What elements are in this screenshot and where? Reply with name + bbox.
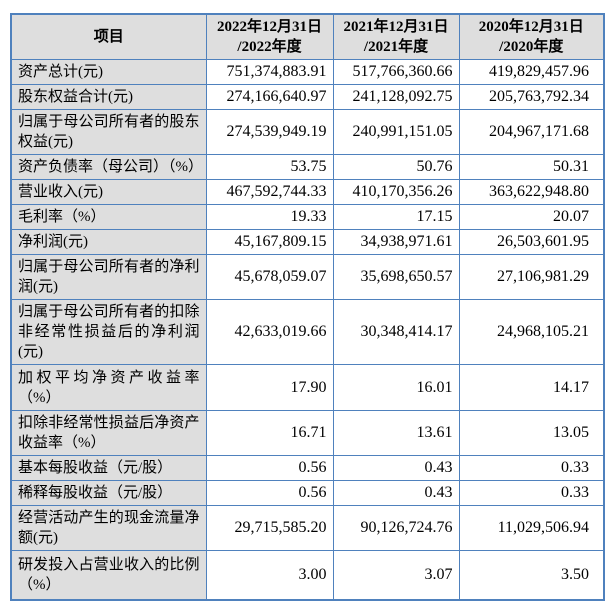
header-col-2021-line1: 2021年12月31日	[343, 19, 449, 35]
row-value: 30,348,414.17	[332, 299, 460, 365]
row-value: 42,633,019.66	[205, 299, 334, 365]
row-value: 20.07	[458, 204, 605, 230]
row-label: 研发投入占营业收入的比例（%）	[10, 550, 207, 600]
row-label: 资产负债率（母公司）（%）	[10, 154, 207, 180]
header-col-2020-line2: /2020年度	[499, 39, 564, 55]
table-row: 资产负债率（母公司）（%） 53.75 50.76 50.31	[10, 154, 605, 180]
table-header: 项目 2022年12月31日 /2022年度 2021年12月31日 /2021…	[10, 13, 605, 60]
header-col-2020: 2020年12月31日 /2020年度	[458, 13, 605, 60]
row-value: 0.33	[458, 455, 605, 481]
row-value: 3.00	[205, 550, 334, 600]
row-label: 归属于母公司所有者的净利润(元)	[10, 254, 207, 300]
table-row: 净利润(元) 45,167,809.15 34,938,971.61 26,503,6…	[10, 229, 605, 255]
table-row: 稀释每股收益（元/股） 0.56 0.43 0.33	[10, 480, 605, 506]
header-row: 项目 2022年12月31日 /2022年度 2021年12月31日 /2021…	[10, 13, 605, 60]
row-value: 241,128,092.75	[332, 84, 460, 110]
row-value: 13.61	[332, 410, 460, 456]
row-label: 加权平均净资产收益率（%）	[10, 364, 207, 411]
table-row: 经营活动产生的现金流量净额(元) 29,715,585.20 90,126,724.…	[10, 505, 605, 551]
row-value: 50.76	[332, 154, 460, 180]
table-row: 营业收入(元) 467,592,744.33 410,170,356.26 363,6…	[10, 179, 605, 205]
header-col-2020-line1: 2020年12月31日	[478, 19, 584, 35]
row-value: 0.43	[332, 455, 460, 481]
row-value: 204,967,171.68	[458, 109, 605, 155]
row-value: 0.33	[458, 480, 605, 506]
row-value: 35,698,650.57	[332, 254, 460, 300]
table-row: 毛利率（%） 19.33 17.15 20.07	[10, 204, 605, 230]
row-value: 419,829,457.96	[458, 59, 605, 85]
row-label: 股东权益合计(元)	[10, 84, 207, 110]
header-item-cell: 项目	[10, 13, 207, 60]
table-row: 研发投入占营业收入的比例（%） 3.00 3.07 3.50	[10, 550, 605, 600]
row-value: 53.75	[205, 154, 334, 180]
header-col-2022-line2: /2022年度	[237, 39, 302, 55]
row-label: 经营活动产生的现金流量净额(元)	[10, 505, 207, 551]
financial-summary-table: 项目 2022年12月31日 /2022年度 2021年12月31日 /2021…	[10, 13, 605, 601]
row-value: 467,592,744.33	[205, 179, 334, 205]
row-value: 274,539,949.19	[205, 109, 334, 155]
table-row: 资产总计(元) 751,374,883.91 517,766,360.66 419,8…	[10, 59, 605, 85]
row-value: 90,126,724.76	[332, 505, 460, 551]
row-value: 0.56	[205, 480, 334, 506]
row-label: 净利润(元)	[10, 229, 207, 255]
table-row: 加权平均净资产收益率（%） 17.90 16.01 14.17	[10, 364, 605, 411]
row-value: 0.56	[205, 455, 334, 481]
header-col-2022: 2022年12月31日 /2022年度	[205, 13, 334, 60]
row-value: 27,106,981.29	[458, 254, 605, 300]
header-col-2022-line1: 2022年12月31日	[216, 19, 322, 35]
table-row: 扣除非经常性损益后净资产收益率（%） 16.71 13.61 13.05	[10, 410, 605, 456]
row-value: 240,991,151.05	[332, 109, 460, 155]
row-label: 归属于母公司所有者的扣除非经常性损益后的净利润(元)	[10, 299, 207, 365]
row-label: 基本每股收益（元/股）	[10, 455, 207, 481]
row-label: 稀释每股收益（元/股）	[10, 480, 207, 506]
row-label: 归属于母公司所有者的股东权益(元)	[10, 109, 207, 155]
row-value: 34,938,971.61	[332, 229, 460, 255]
row-value: 0.43	[332, 480, 460, 506]
row-value: 274,166,640.97	[205, 84, 334, 110]
row-value: 45,167,809.15	[205, 229, 334, 255]
row-value: 16.71	[205, 410, 334, 456]
row-value: 50.31	[458, 154, 605, 180]
row-value: 751,374,883.91	[205, 59, 334, 85]
row-value: 24,968,105.21	[458, 299, 605, 365]
row-value: 26,503,601.95	[458, 229, 605, 255]
row-value: 14.17	[458, 364, 605, 411]
header-col-2021-line2: /2021年度	[363, 39, 429, 55]
table-body: 资产总计(元) 751,374,883.91 517,766,360.66 419,8…	[10, 59, 605, 600]
row-value: 3.50	[458, 550, 605, 600]
row-value: 517,766,360.66	[332, 59, 460, 85]
table-row: 基本每股收益（元/股） 0.56 0.43 0.33	[10, 455, 605, 481]
row-label: 资产总计(元)	[10, 59, 207, 85]
row-value: 11,029,506.94	[458, 505, 605, 551]
row-value: 17.90	[205, 364, 334, 411]
row-value: 13.05	[458, 410, 605, 456]
table-row: 归属于母公司所有者的股东权益(元) 274,539,949.19 240,991,1…	[10, 109, 605, 155]
row-value: 410,170,356.26	[332, 179, 460, 205]
row-label: 营业收入(元)	[10, 179, 207, 205]
row-label: 扣除非经常性损益后净资产收益率（%）	[10, 410, 207, 456]
header-col-2021: 2021年12月31日 /2021年度	[332, 13, 460, 60]
row-value: 205,763,792.34	[458, 84, 605, 110]
row-value: 363,622,948.80	[458, 179, 605, 205]
row-value: 17.15	[332, 204, 460, 230]
row-value: 19.33	[205, 204, 334, 230]
row-value: 3.07	[332, 550, 460, 600]
row-value: 45,678,059.07	[205, 254, 334, 300]
table-row: 归属于母公司所有者的净利润(元) 45,678,059.07 35,698,650.…	[10, 254, 605, 300]
row-label: 毛利率（%）	[10, 204, 207, 230]
table-row: 股东权益合计(元) 274,166,640.97 241,128,092.75 205…	[10, 84, 605, 110]
table-row: 归属于母公司所有者的扣除非经常性损益后的净利润(元) 42,633,019.66 3…	[10, 299, 605, 365]
row-value: 29,715,585.20	[205, 505, 334, 551]
row-value: 16.01	[332, 364, 460, 411]
